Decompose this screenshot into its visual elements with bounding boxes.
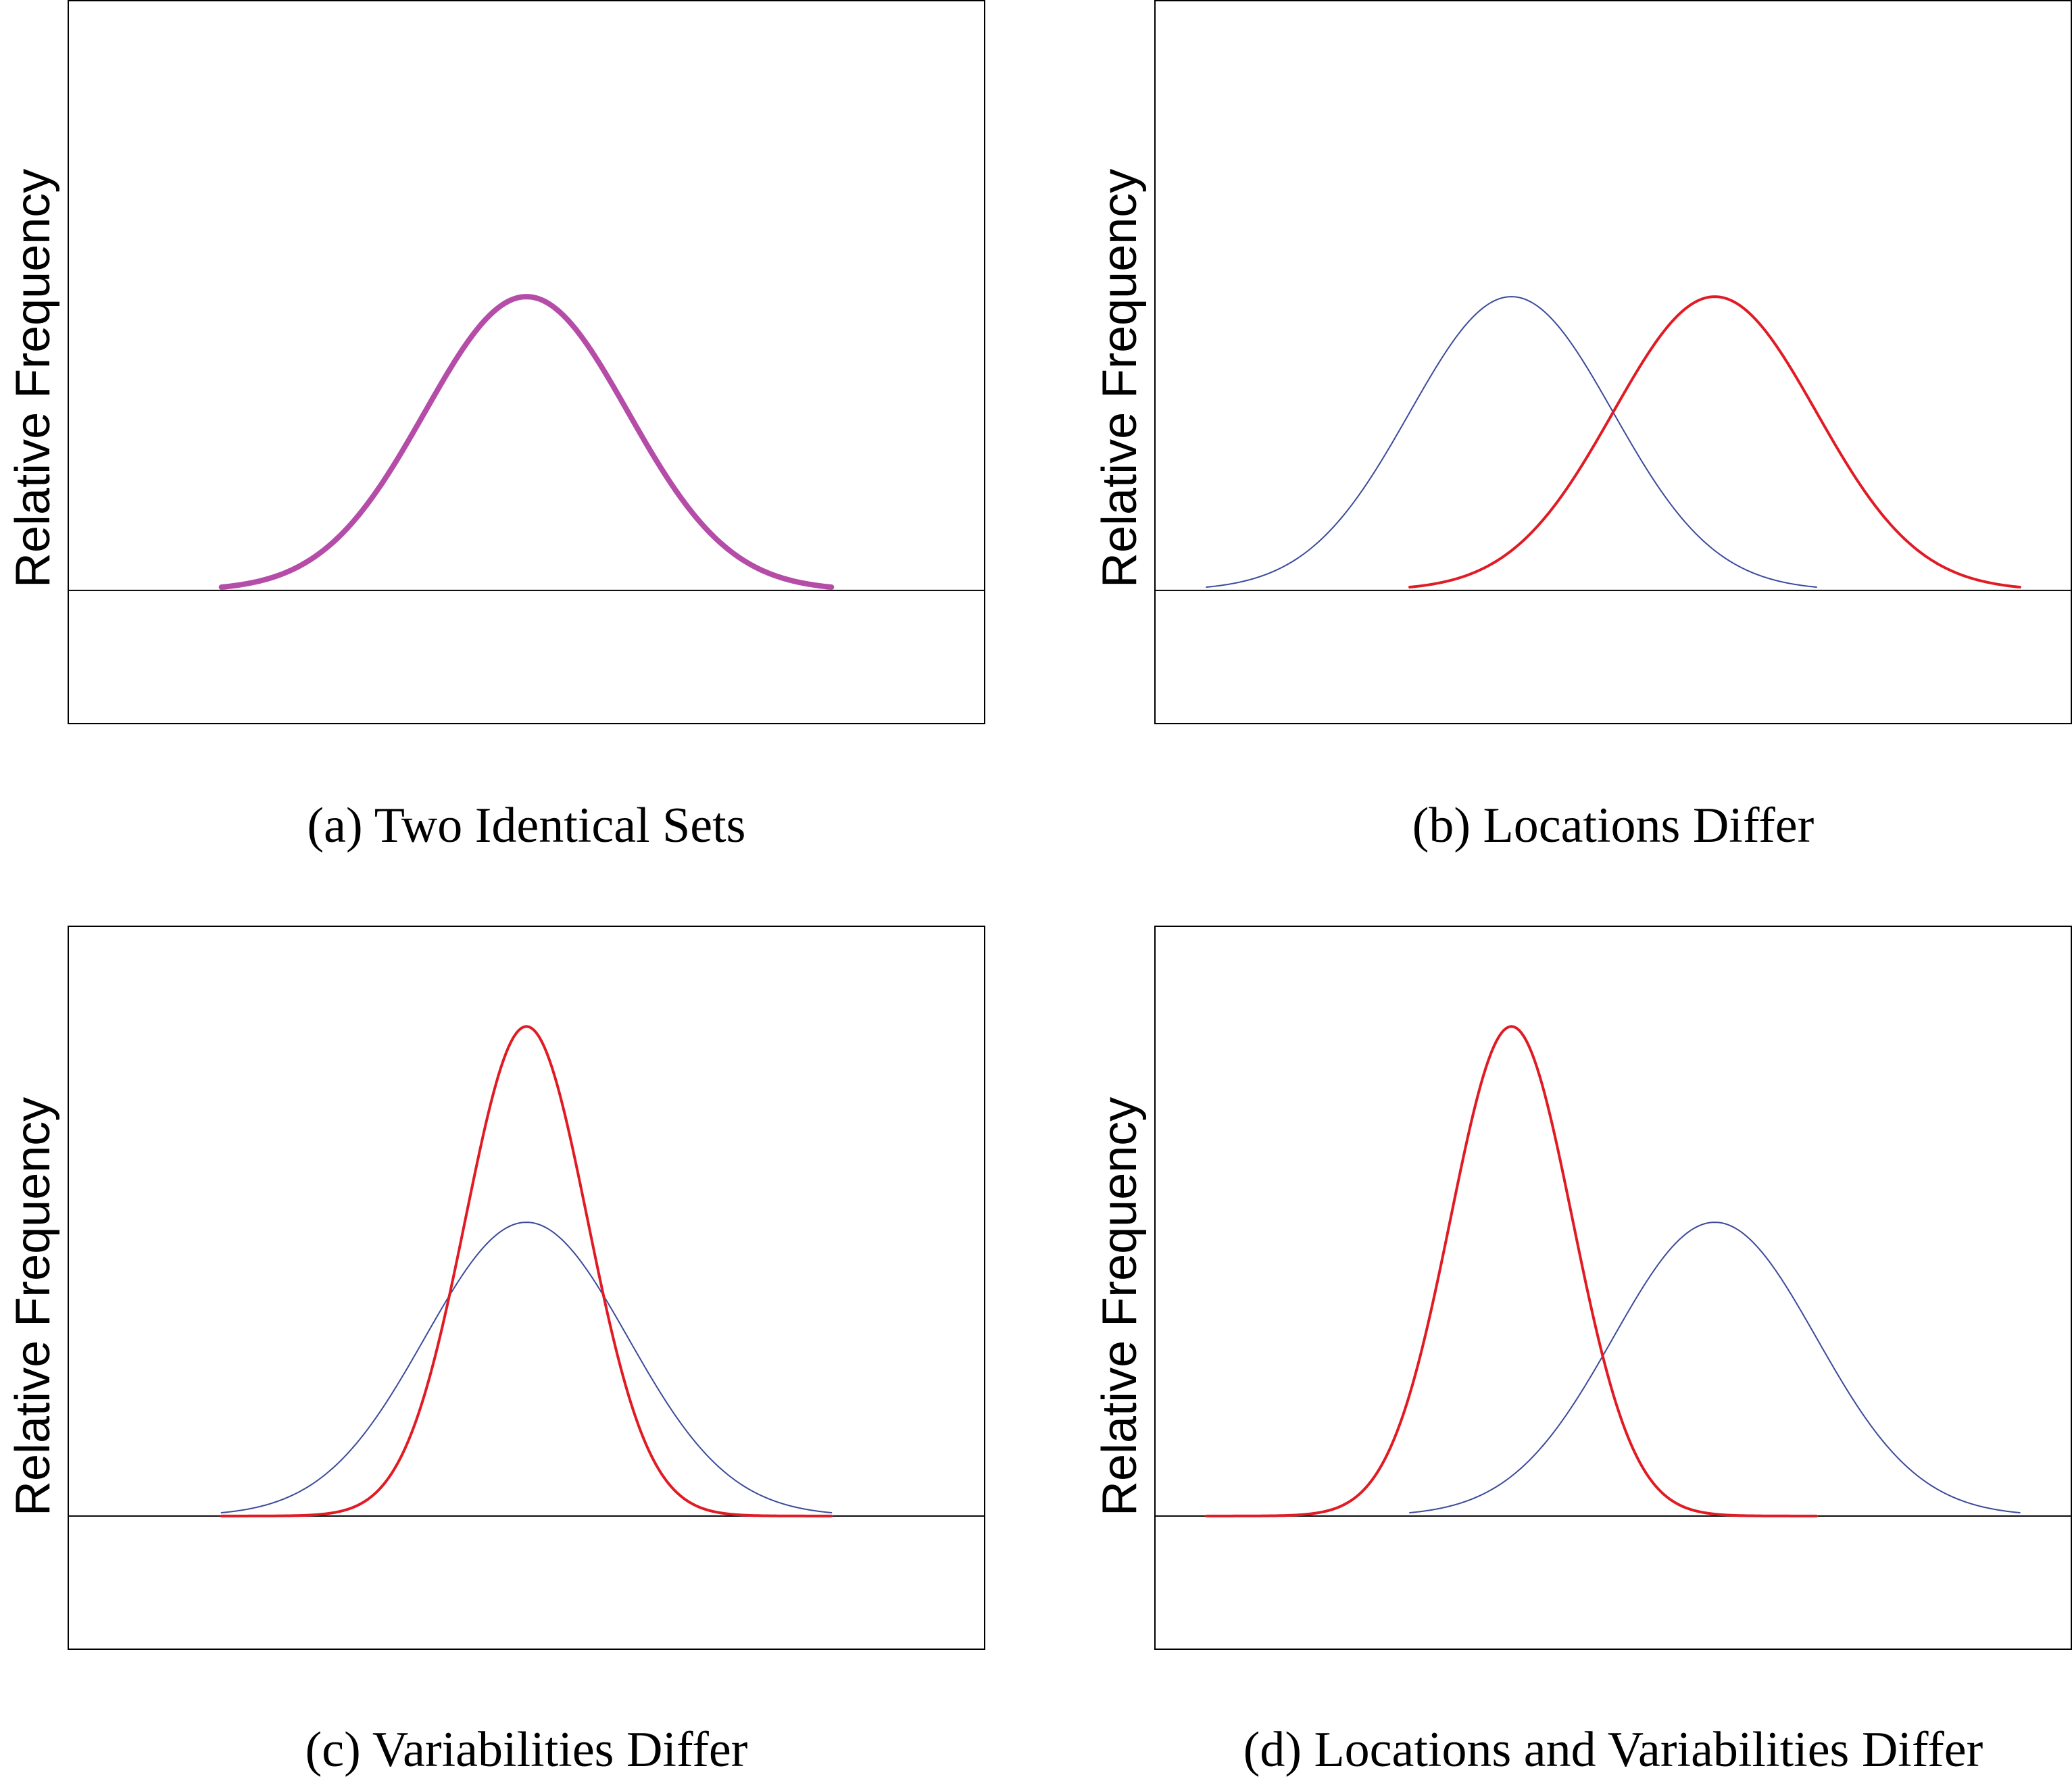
plot-svg-c [69, 1025, 984, 1517]
curve-b-2 [1408, 295, 2021, 589]
plot-svg-d [1156, 1025, 2071, 1517]
y-axis-label-b: Relative Frequency [1093, 168, 1147, 588]
curve-b-1 [1206, 296, 1817, 588]
curve-c-1 [220, 1222, 833, 1514]
plot-svg-b [1156, 295, 2071, 591]
curve-c-2 [220, 1025, 833, 1517]
plot-frame-a [68, 0, 985, 724]
curve-d-1 [1409, 1222, 2021, 1514]
plot-svg-a [69, 294, 984, 591]
caption-a: (a) Two Identical Sets [307, 798, 746, 853]
y-axis-label-d: Relative Frequency [1093, 1097, 1147, 1516]
caption-c: (c) Variabilities Differ [305, 1722, 748, 1778]
y-axis-label-a: Relative Frequency [6, 168, 60, 588]
y-axis-label-c: Relative Frequency [6, 1097, 60, 1516]
curve-d-2 [1205, 1025, 1818, 1517]
plot-frame-d [1154, 926, 2072, 1650]
plot-frame-b [1154, 0, 2072, 724]
curve-a-1 [218, 294, 835, 590]
plot-frame-c [68, 926, 985, 1650]
caption-b: (b) Locations Differ [1412, 798, 1815, 853]
caption-d: (d) Locations and Variabilities Differ [1243, 1722, 1983, 1778]
